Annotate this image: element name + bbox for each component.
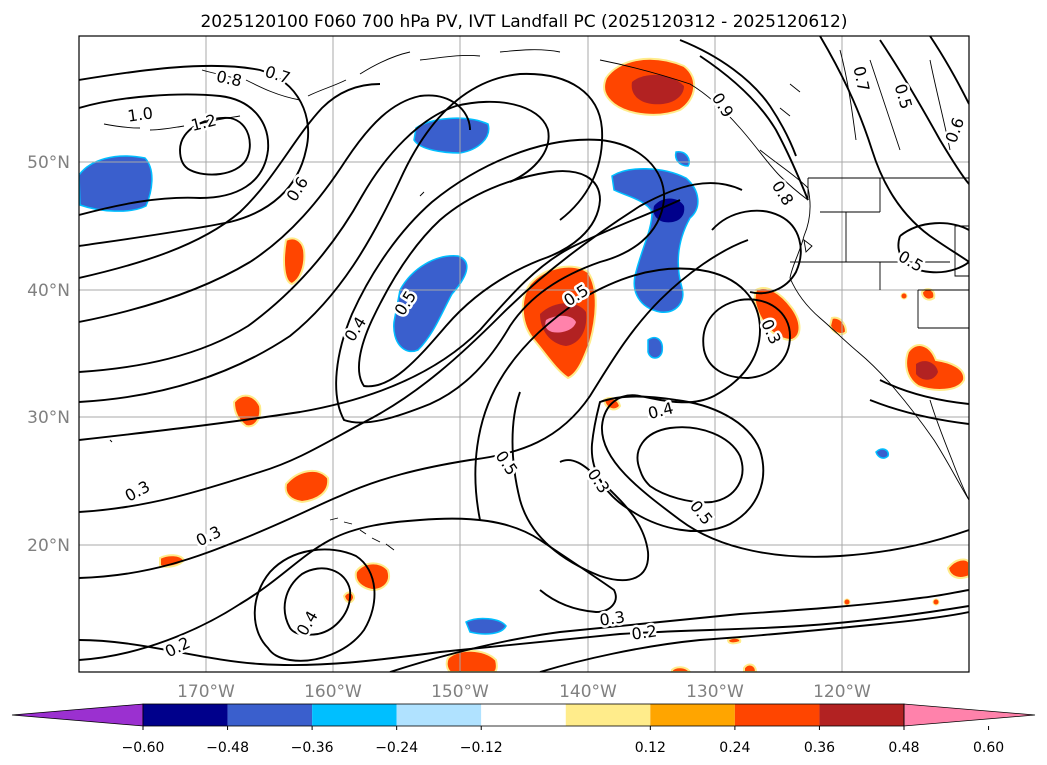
shaded-fields — [79, 57, 969, 672]
pv-contours — [79, 36, 969, 672]
colorbar-segment — [227, 704, 313, 726]
map-content: 1.0 0.8 0.7 1.2 0.6 0.4 0.5 0.5 0.3 0.3 … — [79, 36, 969, 672]
lon-label: 140°W — [559, 682, 617, 702]
colorbar-tick-label: −0.12 — [460, 740, 503, 756]
coastlines — [103, 49, 969, 551]
colorbar-segment — [143, 704, 228, 726]
colorbar-tick-label: 0.60 — [973, 740, 1004, 756]
colorbar-tick-label: −0.60 — [122, 740, 165, 756]
positive-anomaly-region — [743, 663, 758, 672]
negative-anomaly-core — [653, 198, 685, 223]
colorbar-tick-label: −0.24 — [375, 740, 418, 756]
colorbar-tick-label: −0.48 — [206, 740, 249, 756]
lat-label: 40°N — [27, 281, 70, 301]
colorbar-segment — [312, 704, 397, 726]
lon-label: 170°W — [177, 682, 235, 702]
positive-anomaly-region — [342, 591, 356, 604]
negative-anomaly-region — [465, 617, 507, 635]
longitude-labels: 170°W 160°W 150°W 140°W 130°W 120°W — [177, 682, 871, 702]
colorbar-segment — [565, 704, 651, 726]
negative-anomaly-region — [875, 448, 890, 459]
map-background — [79, 36, 969, 672]
negative-anomaly-region — [647, 336, 664, 359]
positive-anomaly-core — [631, 74, 684, 105]
colorbar-segment — [650, 704, 735, 726]
colorbar-extend-high — [903, 703, 1036, 727]
colorbar-tick-label: 0.12 — [635, 740, 666, 756]
colorbar-segment — [819, 704, 904, 726]
positive-anomaly-region — [920, 288, 936, 301]
lon-label: 160°W — [304, 682, 362, 702]
lat-label: 30°N — [27, 408, 70, 428]
latitude-labels: 50°N 40°N 30°N 20°N — [27, 153, 70, 556]
colorbar-tick-label: 0.24 — [719, 740, 750, 756]
lon-label: 120°W — [813, 682, 871, 702]
lon-label: 130°W — [686, 682, 744, 702]
colorbar-extend-low — [11, 703, 144, 727]
negative-anomaly-region — [79, 155, 153, 212]
positive-anomaly-region — [946, 558, 969, 579]
lon-label: 150°W — [431, 682, 489, 702]
colorbar-segment — [481, 704, 566, 726]
map-frame — [78, 35, 970, 673]
lat-label: 50°N — [27, 153, 70, 173]
positive-anomaly-region — [283, 237, 306, 286]
map-title: 2025120100 F060 700 hPa PV, IVT Landfall… — [200, 12, 847, 32]
contour-label: 0.3 — [598, 607, 626, 629]
contour-label: 1.0 — [126, 103, 154, 125]
colorbar-tick-label: −0.36 — [291, 740, 334, 756]
positive-anomaly-region — [671, 666, 692, 672]
contour-label: 0.2 — [630, 621, 658, 643]
positive-anomaly-core — [916, 361, 938, 380]
colorbar-segment — [734, 704, 820, 726]
graticule — [79, 36, 969, 672]
positive-anomaly-dot — [843, 598, 851, 606]
positive-anomaly-region — [284, 469, 330, 504]
positive-anomaly-dot — [900, 292, 908, 300]
colorbar: −0.60 −0.48 −0.36 −0.24 −0.12 0.12 0.24 0.36 0.4… — [11, 703, 1036, 756]
positive-anomaly-region — [445, 649, 498, 672]
colorbar-outline — [142, 703, 905, 727]
colorbar-segment — [396, 704, 482, 726]
positive-anomaly-dot — [932, 598, 940, 606]
colorbar-tick-label: 0.48 — [888, 740, 919, 756]
lat-label: 20°N — [27, 536, 70, 556]
colorbar-tick-label: 0.36 — [804, 740, 835, 756]
negative-anomaly-region — [393, 255, 468, 353]
